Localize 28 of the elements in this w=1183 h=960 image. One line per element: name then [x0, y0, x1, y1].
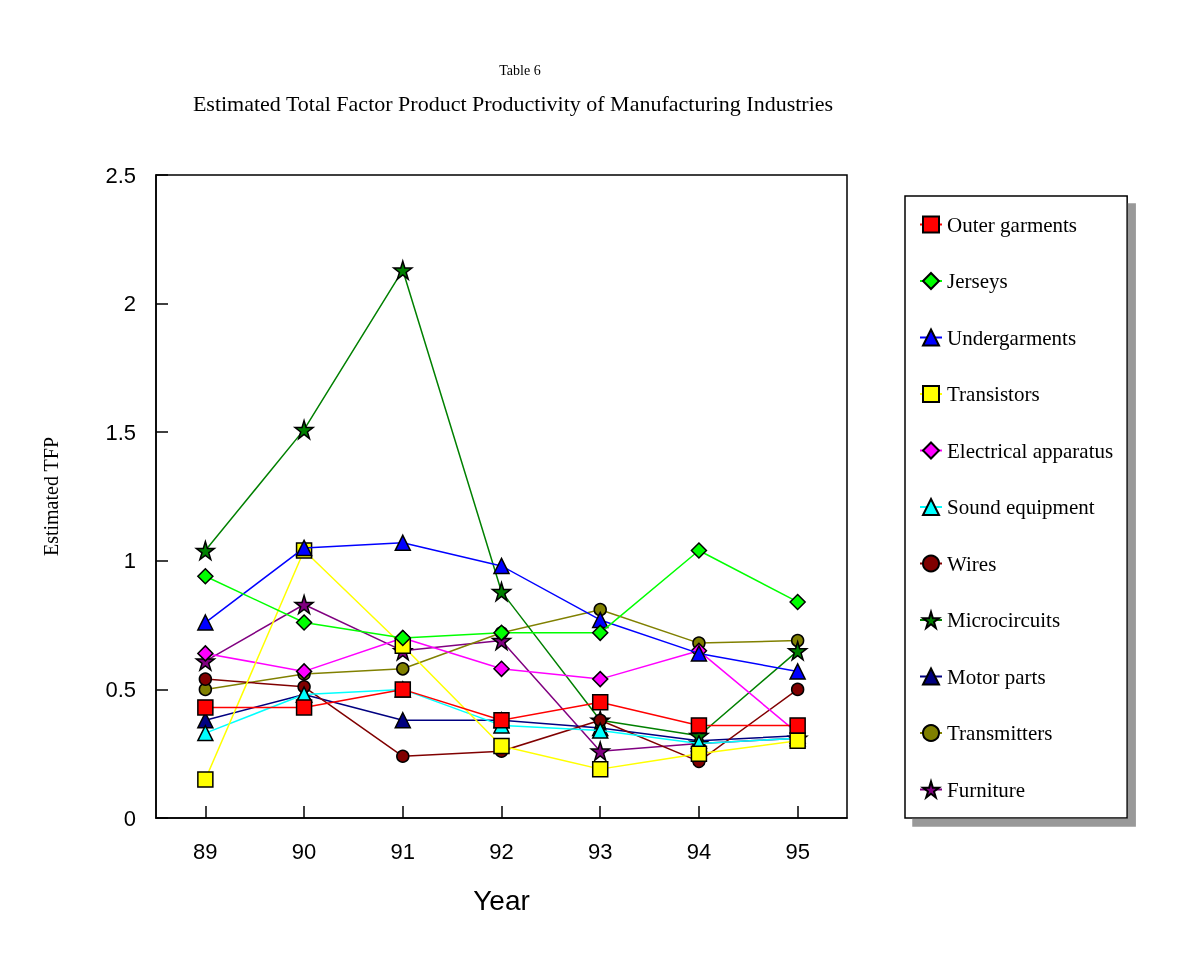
x-tick-label: 94 — [686, 838, 712, 864]
legend-label: Sound equipment — [947, 495, 1095, 519]
x-tick-label: 89 — [193, 838, 218, 864]
y-tick-label: 2.5 — [105, 162, 136, 188]
legend-label: Outer garments — [947, 212, 1078, 237]
y-tick-label: 0.5 — [105, 676, 136, 702]
y-tick-label: 1.5 — [105, 419, 136, 445]
x-axis-title: Year — [473, 884, 530, 916]
y-axis-title: Estimated TFP — [40, 436, 62, 557]
legend-label: Furniture — [947, 777, 1026, 802]
legend-label: Microcircuits — [947, 608, 1061, 632]
legend-label: Undergarments — [947, 325, 1077, 350]
x-tick-label: 92 — [489, 838, 514, 864]
legend-label: Transistors — [947, 382, 1040, 406]
chart-title: Table 6 — [499, 62, 541, 78]
x-tick-label: 91 — [390, 838, 416, 864]
x-tick-label: 90 — [291, 838, 317, 864]
y-tick-label: 2 — [123, 291, 136, 317]
legend-label: Motor parts — [947, 664, 1046, 689]
y-tick-label: 0 — [123, 805, 136, 831]
legend-label: Jerseys — [947, 269, 1008, 293]
legend-label: Electrical apparatus — [947, 438, 1114, 463]
x-tick-label: 95 — [785, 838, 810, 864]
y-tick-label: 1 — [123, 548, 136, 574]
chart-subtitle: Estimated Total Factor Product Productivity of Manufacturing Industries — [192, 90, 834, 116]
legend-label: Wires — [947, 551, 997, 576]
x-tick-label: 93 — [587, 838, 613, 864]
legend-label: Transmitters — [947, 721, 1053, 745]
